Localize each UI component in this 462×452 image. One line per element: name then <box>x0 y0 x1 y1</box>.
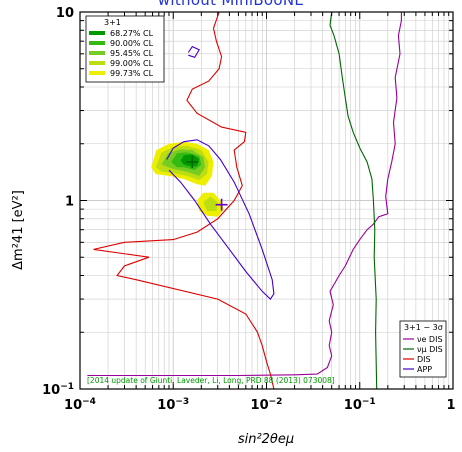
x-tick-label: 10−2 <box>251 397 283 413</box>
x-tick-label: 10−4 <box>64 397 96 413</box>
limit-legend-label: νe DIS <box>417 335 443 344</box>
fit-legend-swatch <box>89 51 105 55</box>
chart-title: without MiniBooNE <box>157 0 305 9</box>
best-fit-marker <box>215 198 228 211</box>
series-line <box>187 45 200 58</box>
series-line <box>87 12 402 377</box>
limit-legend-label: APP <box>417 365 432 374</box>
series-line <box>93 11 275 390</box>
fit-legend-swatch <box>89 31 105 35</box>
y-tick-label: 1 <box>65 195 74 210</box>
fit-legend-label: 95.45% CL <box>110 49 154 58</box>
cl-region <box>203 196 218 211</box>
fit-legend-label: 68.27% CL <box>110 29 154 38</box>
limit-legend-title: 3+1 − 3σ <box>404 323 443 332</box>
fit-legend-label: 99.73% CL <box>110 69 154 78</box>
y-tick-label: 10 <box>56 6 74 21</box>
x-tick-label: 10−1 <box>344 397 376 413</box>
allowed-regions <box>151 141 224 217</box>
fit-legend-swatch <box>89 61 105 65</box>
x-axis-label: sin²2θeμ <box>238 432 294 447</box>
x-tick-label: 1 <box>446 398 455 413</box>
best-fit-marker <box>186 156 199 169</box>
fit-legend-title: 3+1 <box>104 18 121 27</box>
y-tick-label: 10−1 <box>42 382 74 398</box>
limit-curves <box>87 11 402 390</box>
series-line <box>166 139 275 300</box>
cl-region <box>180 154 200 167</box>
limit-legend-label: DIS <box>417 355 431 364</box>
x-tick-label: 10−3 <box>157 397 189 413</box>
fit-legend-label: 99.00% CL <box>110 59 154 68</box>
limit-legend-label: νμ DIS <box>417 345 443 354</box>
y-axis-label: Δm²41 [eV²] <box>11 190 26 270</box>
fit-legend-label: 90.00% CL <box>110 39 154 48</box>
citation-annotation: [2014 update of Giunti, Laveder, Li, Lon… <box>87 376 335 385</box>
best-fit-markers <box>186 156 228 211</box>
series-line <box>329 11 378 390</box>
fit-legend-swatch <box>89 71 105 75</box>
axis-ticks: 10−4 10−3 10−2 10−1 1 10−1 1 10 <box>42 6 455 413</box>
fit-legend-swatch <box>89 41 105 45</box>
